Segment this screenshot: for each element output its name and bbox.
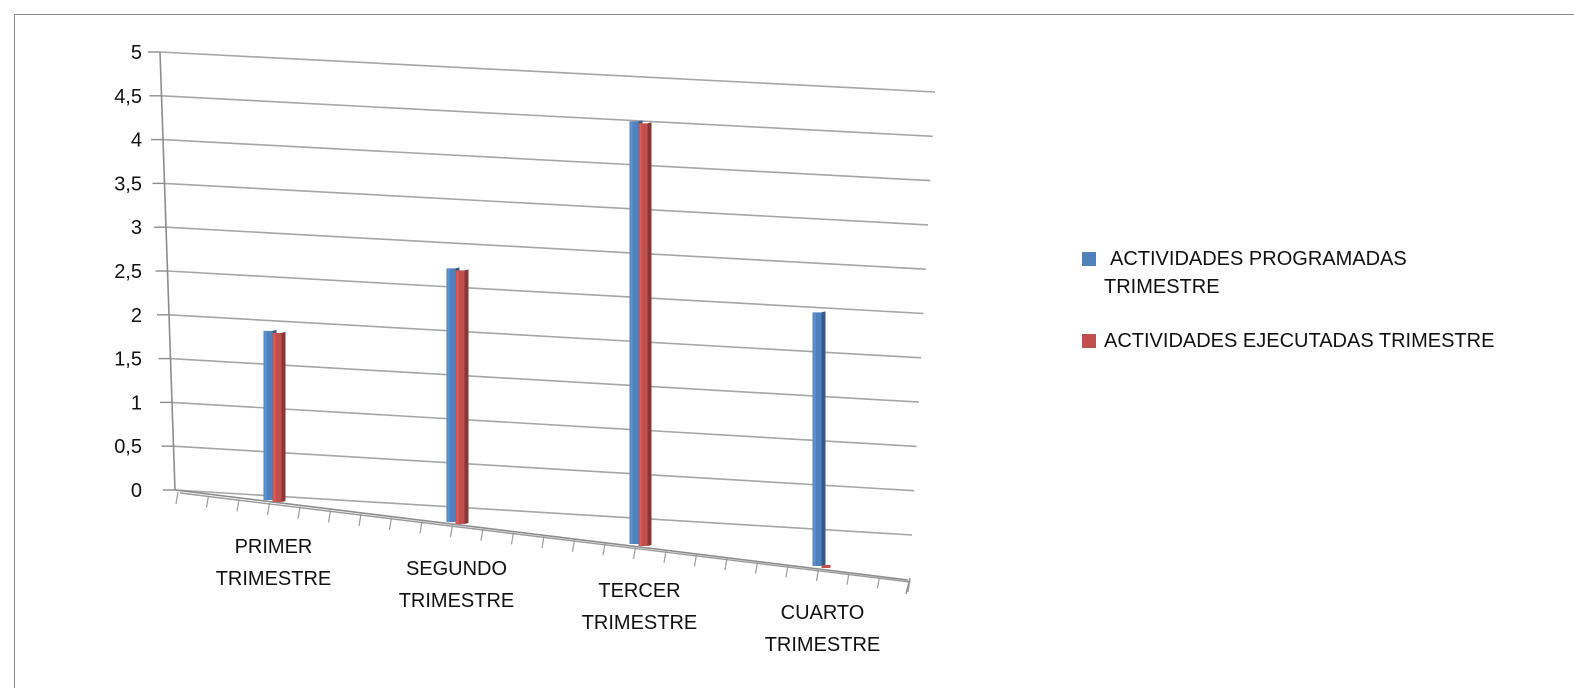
gridlines <box>159 51 936 536</box>
x-category-label: TRIMESTRE <box>216 568 332 590</box>
x-tick-mark <box>815 568 820 582</box>
x-tick-mark <box>419 521 423 534</box>
x-tick-mark <box>297 506 301 519</box>
x-category-label: PRIMER <box>235 536 313 558</box>
gridline <box>167 270 924 315</box>
bar-highlight <box>630 121 633 544</box>
x-tick-mark <box>724 557 728 571</box>
legend-swatch-programadas <box>1082 252 1096 266</box>
y-tick-label: 0 <box>131 480 142 502</box>
bar-side <box>464 269 469 524</box>
bar-highlight <box>813 312 816 566</box>
bars <box>263 120 831 568</box>
gridline <box>174 489 913 536</box>
x-category-label: TRIMESTRE <box>582 612 698 634</box>
legend-label-programadas-line1: ACTIVIDADES PROGRAMADAS <box>1110 248 1407 270</box>
y-tick-label: 2 <box>131 305 142 327</box>
y-axis-line <box>159 51 176 491</box>
bar-side <box>281 331 286 502</box>
bar-programadas <box>446 268 456 522</box>
legend-swatch-ejecutadas <box>1082 334 1096 348</box>
x-category-label: TRIMESTRE <box>765 634 881 656</box>
y-tick-label: 1,5 <box>114 349 142 371</box>
y-tick-label: 3 <box>131 217 142 239</box>
gridline <box>159 51 936 93</box>
legend-label-ejecutadas: ACTIVIDADES EJECUTADAS TRIMESTRE <box>1104 330 1495 352</box>
x-tick-mark <box>175 491 179 505</box>
gridline <box>171 401 917 448</box>
x-tick-mark <box>632 546 637 560</box>
x-tick-mark <box>541 535 545 549</box>
y-tick-label: 1 <box>131 392 142 414</box>
legend: ACTIVIDADES PROGRAMADAS TRIMESTRE ACTIVI… <box>1082 242 1552 384</box>
bar-highlight <box>639 123 642 546</box>
x-category-label: CUARTO <box>781 602 865 624</box>
x-tick-mark <box>846 572 850 585</box>
y-tick-label: 0,5 <box>114 436 142 458</box>
gridline <box>168 314 922 359</box>
x-tick-mark <box>449 524 454 538</box>
x-tick-mark <box>571 539 576 552</box>
bar-programadas <box>629 121 639 544</box>
bar-ejecutadas <box>455 270 465 524</box>
x-tick-mark <box>327 510 332 523</box>
x-tick-mark <box>663 550 667 563</box>
x-axis-front-line <box>179 492 911 583</box>
gridline <box>164 182 929 226</box>
gridline <box>165 226 926 270</box>
legend-label-programadas-line2: TRIMESTRE <box>1104 276 1220 298</box>
x-tick-mark <box>510 532 515 545</box>
x-tick-mark <box>754 561 759 574</box>
bar-ejecutadas <box>638 123 648 546</box>
x-category-label: TERCER <box>598 580 680 602</box>
x-tick-mark <box>876 576 881 589</box>
x-category-label: TRIMESTRE <box>399 590 515 612</box>
x-tick-mark <box>785 565 789 578</box>
gridline <box>162 138 931 182</box>
x-tick-mark <box>358 513 362 527</box>
x-tick-mark <box>602 543 606 556</box>
y-tick-label: 4 <box>131 130 142 152</box>
x-tick-mark <box>266 502 271 516</box>
bar-side <box>821 311 826 566</box>
labels: 0 0,5 1 1,5 2 2,5 3 3,5 4 4,5 5 PRIMER TRIMESTRE SEGU… <box>114 42 880 656</box>
y-tick-label: 4,5 <box>114 86 142 108</box>
bar-ejecutadas <box>821 565 831 568</box>
x-tick-mark <box>205 495 210 508</box>
legend-item-ejecutadas: ACTIVIDADES EJECUTADAS TRIMESTRE <box>1082 324 1552 358</box>
x-tick-mark <box>693 554 698 567</box>
bar-highlight <box>456 270 459 524</box>
x-axis-back-line <box>174 489 909 581</box>
bar-highlight <box>447 268 450 522</box>
bar-highlight <box>264 330 267 500</box>
bar-programadas <box>263 330 273 500</box>
gridline <box>161 95 933 138</box>
x-category-label: SEGUNDO <box>406 558 507 580</box>
axes <box>148 51 911 595</box>
y-tick-label: 3,5 <box>114 173 142 195</box>
gridline <box>173 445 915 492</box>
legend-item-programadas: ACTIVIDADES PROGRAMADAS TRIMESTRE <box>1082 242 1552 298</box>
x-tick-mark <box>388 517 393 530</box>
bar-side <box>647 122 652 546</box>
y-tick-label: 2,5 <box>114 261 142 283</box>
bar-programadas <box>812 312 822 566</box>
x-tick-mark <box>480 528 484 541</box>
x-tick-mark <box>907 579 911 593</box>
bar-highlight <box>273 332 276 502</box>
y-tick-label: 5 <box>131 42 142 64</box>
bar-ejecutadas <box>272 332 282 502</box>
gridline <box>170 357 919 403</box>
x-tick-mark <box>236 499 240 512</box>
